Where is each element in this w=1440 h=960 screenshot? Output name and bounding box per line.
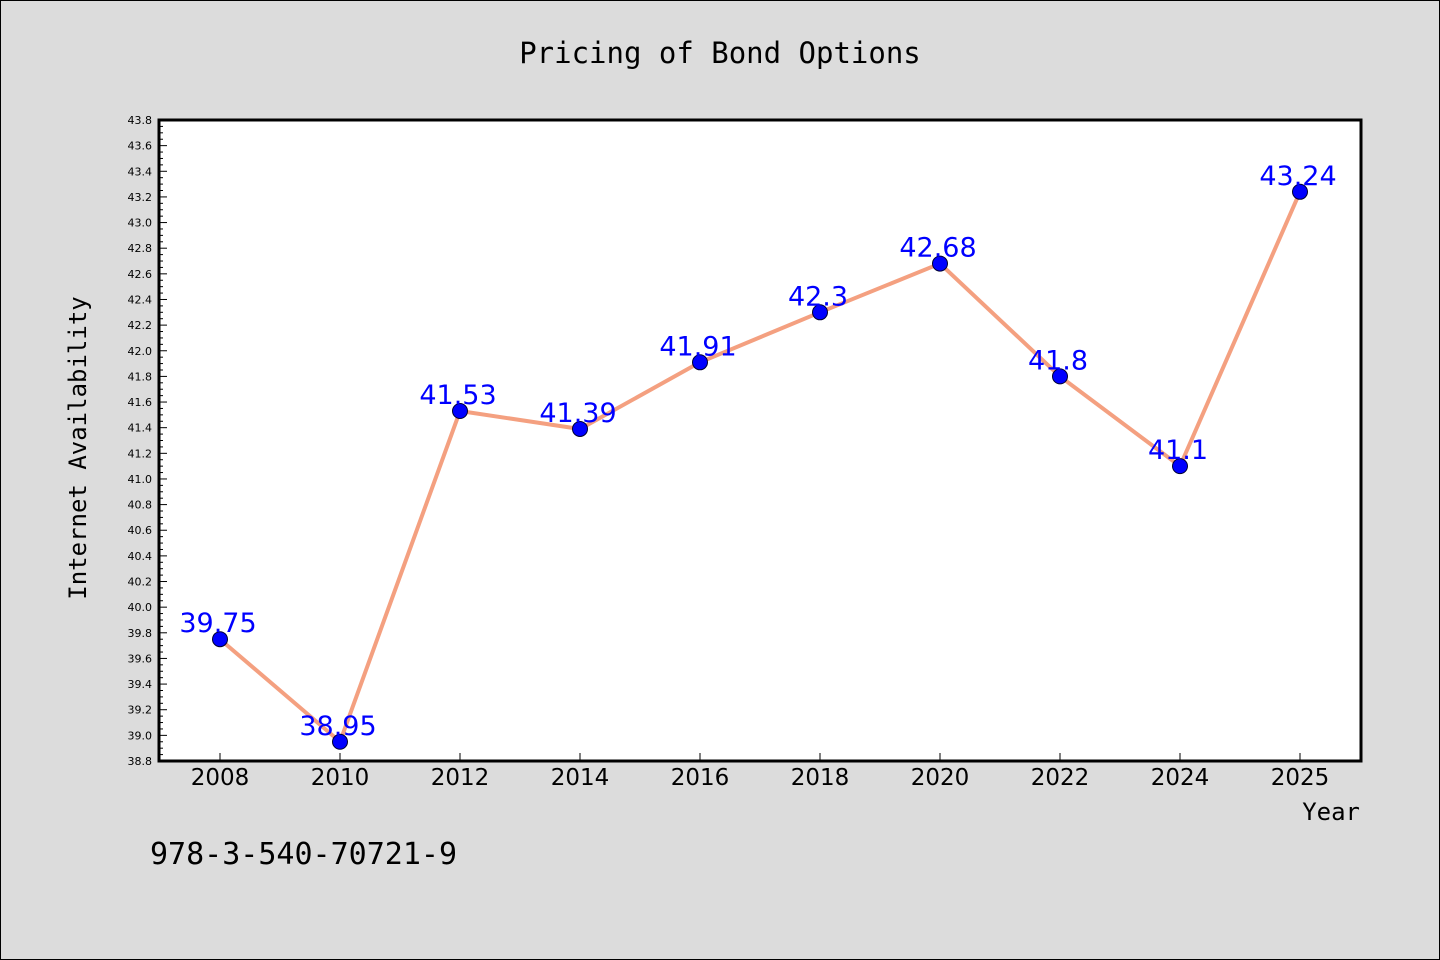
plot-border bbox=[157, 118, 1363, 763]
series-line bbox=[218, 190, 1302, 744]
y-tick-label: 42.8 bbox=[128, 242, 153, 255]
x-axis: 2008 2010 2012 2014 2016 2018 2020 2022 2024 2025 bbox=[191, 753, 1330, 791]
y-tick-label: 41.8 bbox=[128, 370, 153, 383]
plot-area bbox=[159, 120, 1361, 761]
y-tick-label: 39.0 bbox=[128, 729, 153, 742]
data-label: 42.3 bbox=[788, 281, 848, 312]
data-label: 38.95 bbox=[299, 711, 376, 742]
y-tick-label: 42.2 bbox=[128, 319, 153, 332]
data-label: 41.53 bbox=[419, 380, 496, 411]
data-label: 41.39 bbox=[539, 398, 616, 429]
data-point bbox=[572, 420, 588, 437]
y-tick-label: 40.2 bbox=[128, 576, 153, 589]
y-tick-label: 43.4 bbox=[128, 165, 153, 178]
data-point bbox=[932, 255, 948, 272]
y-axis-label: Internet Availability bbox=[64, 296, 92, 599]
data-point bbox=[452, 403, 468, 420]
x-tick-label: 2010 bbox=[311, 765, 370, 791]
data-point bbox=[1292, 183, 1308, 200]
isbn-footer: 978-3-540-70721-9 bbox=[150, 837, 457, 872]
y-tick-label: 42.6 bbox=[128, 268, 153, 281]
y-tick-label: 41.0 bbox=[128, 473, 153, 486]
y-tick-label: 43.0 bbox=[128, 217, 153, 230]
x-tick-label: 2020 bbox=[911, 765, 970, 791]
x-tick-label: 2024 bbox=[1151, 765, 1210, 791]
y-tick-label: 43.2 bbox=[128, 191, 153, 204]
data-point bbox=[1052, 368, 1068, 385]
y-tick-label: 43.8 bbox=[128, 114, 153, 127]
y-tick-label: 42.0 bbox=[128, 345, 153, 358]
data-point bbox=[332, 733, 348, 750]
data-point bbox=[1172, 458, 1188, 475]
y-tick-label: 38.8 bbox=[128, 755, 153, 768]
chart-title: Pricing of Bond Options bbox=[519, 36, 921, 70]
data-label: 41.1 bbox=[1148, 435, 1208, 466]
data-label: 39.75 bbox=[179, 608, 256, 639]
y-tick-label: 39.8 bbox=[128, 627, 153, 640]
data-label: 42.68 bbox=[899, 233, 976, 264]
x-tick-label: 2016 bbox=[671, 765, 730, 791]
x-tick-label: 2018 bbox=[791, 765, 850, 791]
y-tick-label: 39.2 bbox=[128, 704, 153, 717]
data-point bbox=[812, 304, 828, 321]
data-label: 41.8 bbox=[1028, 345, 1088, 376]
y-tick-label: 42.4 bbox=[128, 293, 153, 306]
x-tick-label: 2012 bbox=[431, 765, 490, 791]
data-point bbox=[212, 631, 228, 648]
x-tick-label: 2025 bbox=[1271, 765, 1330, 791]
data-label: 41.91 bbox=[659, 331, 736, 362]
data-label: 43.24 bbox=[1259, 161, 1336, 192]
y-tick-label: 41.2 bbox=[128, 447, 153, 460]
x-axis-label: Year bbox=[1302, 798, 1360, 826]
data-point bbox=[692, 354, 708, 371]
y-tick-label: 40.8 bbox=[128, 499, 153, 512]
y-tick-label: 40.4 bbox=[128, 550, 153, 563]
y-tick-label: 40.0 bbox=[128, 601, 153, 614]
y-tick-label: 40.6 bbox=[128, 524, 153, 537]
y-tick-label: 39.4 bbox=[128, 678, 153, 691]
y-tick-label: 39.6 bbox=[128, 652, 153, 665]
x-tick-label: 2014 bbox=[551, 765, 610, 791]
y-tick-label: 41.6 bbox=[128, 396, 153, 409]
series-group: 39.75 38.95 41.53 41.39 41.91 42.3 42.68 41.8 41… bbox=[179, 161, 1337, 750]
y-tick-label: 43.6 bbox=[128, 140, 153, 153]
x-tick-label: 2022 bbox=[1031, 765, 1090, 791]
y-tick-label: 41.4 bbox=[128, 422, 153, 435]
x-tick-label: 2008 bbox=[191, 765, 250, 791]
